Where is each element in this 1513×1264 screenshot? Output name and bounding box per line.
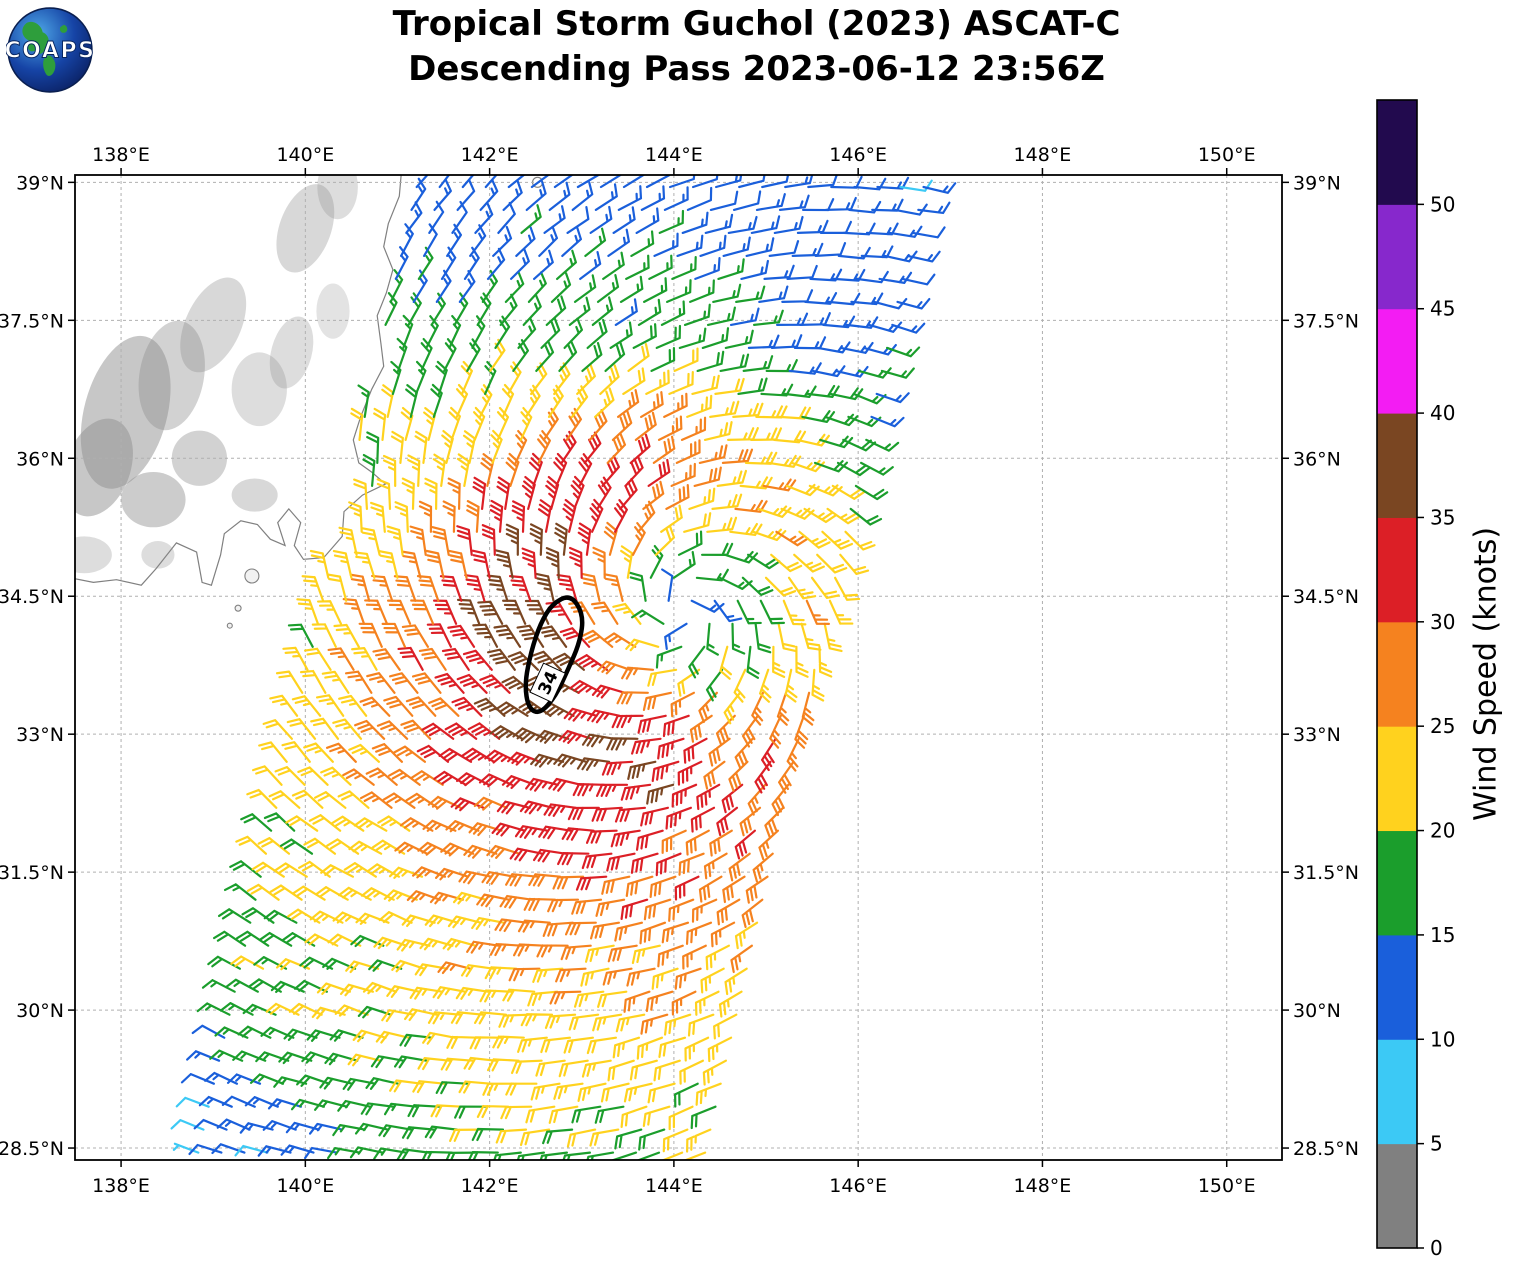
colorbar-tick-label: 25 (1430, 714, 1455, 738)
terrain-shading (75, 418, 133, 517)
colorbar-segment (1377, 830, 1417, 936)
x-axis-tick-label-bottom: 140°E (276, 1175, 334, 1197)
colorbar-segment (1377, 413, 1417, 518)
y-axis-tick-label-left: 28.5°N (0, 1138, 64, 1160)
terrain-shading (317, 175, 358, 220)
x-axis-tick-label-top: 144°E (645, 144, 703, 166)
colorbar-tick-label: 45 (1430, 297, 1455, 321)
y-axis-tick-label-left: 34.5°N (0, 586, 64, 608)
x-axis-tick-label-top: 150°E (1198, 144, 1256, 166)
x-axis-tick-label-bottom: 144°E (645, 1175, 703, 1197)
terrain-shading (141, 541, 175, 569)
terrain-shading (75, 536, 112, 574)
colorbar-tick-label: 0 (1430, 1236, 1443, 1260)
y-axis-tick-label-left: 36°N (16, 448, 64, 470)
island (226, 622, 233, 629)
x-axis-tick-label-bottom: 138°E (92, 1175, 150, 1197)
colorbar-segment (1377, 1143, 1417, 1249)
terrain-shading (138, 320, 205, 431)
chart-title: Tropical Storm Guchol (2023) ASCAT-C Des… (0, 2, 1513, 92)
island (244, 568, 260, 584)
x-axis-tick-label-top: 142°E (461, 144, 519, 166)
x-axis-tick-label-top: 138°E (92, 144, 150, 166)
terrain-shading (231, 352, 287, 427)
colorbar-segment (1377, 621, 1417, 727)
colorbar-axis-label: Wind Speed (knots) (1468, 526, 1504, 822)
y-axis-tick-label-left: 30°N (16, 1000, 64, 1022)
colorbar-segment (1377, 204, 1417, 310)
continent-shape (43, 55, 56, 76)
colorbar-segment (1377, 726, 1417, 832)
colorbar-tick-label: 20 (1430, 819, 1455, 843)
x-axis-tick-label-top: 140°E (276, 144, 334, 166)
y-axis-tick-label-right: 36°N (1293, 448, 1341, 470)
island (234, 604, 242, 612)
terrain-shading (231, 478, 278, 512)
colorbar-segment (1377, 100, 1417, 205)
continent-shape (22, 21, 49, 54)
terrain-shading (180, 277, 247, 373)
y-axis-tick-label-right: 39°N (1293, 172, 1341, 194)
terrain-shading (316, 283, 350, 339)
y-axis-tick-label-right: 37.5°N (1293, 310, 1359, 332)
terrain-shading (269, 316, 314, 389)
japan-coastline (75, 175, 402, 586)
x-axis-tick-label-bottom: 150°E (1198, 1175, 1256, 1197)
y-axis-tick-label-left: 39°N (16, 172, 64, 194)
y-axis-tick-label-right: 28.5°N (1293, 1138, 1359, 1160)
x-axis-tick-label-bottom: 146°E (829, 1175, 887, 1197)
colorbar-segment (1377, 517, 1417, 623)
axes-layer: 138°E 138°E 140°E 140°E 142°E 142°E 144°E 144°E… (0, 144, 1359, 1197)
colorbar-segment (1377, 1039, 1417, 1145)
colorbar-tick-label: 50 (1430, 192, 1455, 216)
y-axis-tick-label-left: 33°N (16, 724, 64, 746)
colorbar-tick-label: 35 (1430, 505, 1455, 529)
wind-barbs-layer (170, 175, 957, 1160)
y-axis-tick-label-left: 37.5°N (0, 310, 64, 332)
colorbar-tick-label: 10 (1430, 1027, 1455, 1051)
chart-title-line2: Descending Pass 2023-06-12 23:56Z (408, 48, 1105, 89)
colorbar-tick-label: 15 (1430, 923, 1455, 947)
y-axis-tick-label-right: 30°N (1293, 1000, 1341, 1022)
terrain-shading (171, 430, 228, 486)
y-axis-tick-label-right: 34.5°N (1293, 586, 1359, 608)
colorbar-tick-label: 5 (1430, 1132, 1443, 1156)
x-axis-tick-label-bottom: 148°E (1014, 1175, 1072, 1197)
y-axis-tick-label-left: 31.5°N (0, 862, 64, 884)
y-axis-tick-label-right: 31.5°N (1293, 862, 1359, 884)
terrain-shading (276, 184, 335, 273)
contour-34kt: 34 (523, 595, 585, 715)
colorbar: 0 5 10 15 20 25 30 35 40 45 50 (1376, 99, 1455, 1260)
terrain-shading (121, 472, 186, 528)
colorbar-tick-label: 40 (1430, 401, 1455, 425)
colorbar-tick-label: 30 (1430, 610, 1455, 634)
coaps-logo: COAPS (6, 7, 94, 93)
colorbar-segment (1377, 308, 1417, 414)
x-axis-tick-label-bottom: 142°E (461, 1175, 519, 1197)
x-axis-tick-label-top: 148°E (1014, 144, 1072, 166)
y-axis-tick-label-right: 33°N (1293, 724, 1341, 746)
colorbar-segment (1377, 934, 1417, 1040)
chart-title-line1: Tropical Storm Guchol (2023) ASCAT-C (392, 4, 1121, 44)
continent-shape (59, 24, 68, 33)
logo-text: COAPS (6, 38, 94, 63)
x-axis-tick-label-top: 146°E (829, 144, 887, 166)
land-layer (75, 175, 544, 629)
